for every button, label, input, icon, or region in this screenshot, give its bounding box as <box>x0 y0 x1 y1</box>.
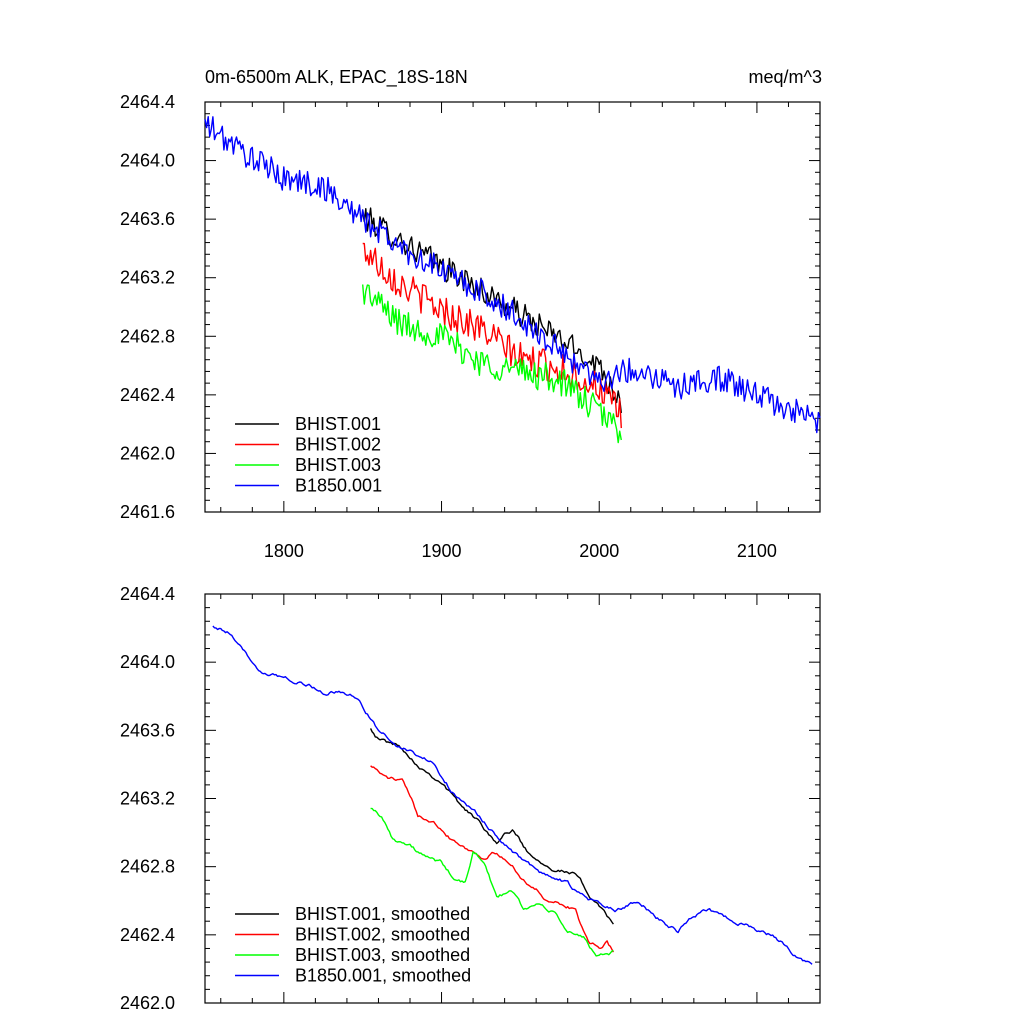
chart-title: 0m-6500m ALK, EPAC_18S-18N <box>205 67 468 88</box>
legend-label: BHIST.001, smoothed <box>295 904 470 924</box>
series-line-bhist-003 <box>362 284 622 444</box>
series-line-bhist-002 <box>362 242 622 429</box>
series-line-b1850-001-smoothed <box>212 625 813 965</box>
top-chart-panel: 0m-6500m ALK, EPAC_18S-18N meq/m^3 1800 1… <box>120 67 822 561</box>
y-tick-label: 2463.2 <box>120 268 175 288</box>
y-tick-label: 2462.0 <box>120 993 175 1013</box>
y-tick-label: 2462.4 <box>120 385 175 405</box>
series-line-bhist-001 <box>362 207 622 414</box>
legend-label: BHIST.002 <box>295 435 381 455</box>
legend-label: B1850.001 <box>295 476 382 496</box>
series-line-bhist-001-smoothed <box>369 728 614 925</box>
x-tick-label: 2000 <box>579 541 619 561</box>
legend-label: BHIST.002, smoothed <box>295 925 470 945</box>
y-tick-label: 2464.0 <box>120 151 175 171</box>
y-tick-label: 2464.4 <box>120 584 175 604</box>
chart-units-label: meq/m^3 <box>749 67 822 87</box>
bottom-chart-panel: 2462.0 2462.4 2462.8 2463.2 2463.6 2464.0 2464… <box>120 584 821 1013</box>
legend-label: BHIST.001 <box>295 414 381 434</box>
legend-label: BHIST.003, smoothed <box>295 945 470 965</box>
x-tick-label: 1800 <box>264 541 304 561</box>
y-tick-label: 2462.8 <box>120 326 175 346</box>
plot-frame <box>204 101 821 513</box>
x-tick-label: 2100 <box>737 541 777 561</box>
y-tick-label: 2464.0 <box>120 652 175 672</box>
y-tick-label: 2462.8 <box>120 857 175 877</box>
y-tick-label: 2464.4 <box>120 92 175 112</box>
x-tick-label: 1900 <box>422 541 462 561</box>
series-line-bhist-003-smoothed <box>370 807 614 957</box>
series-line-b1850-001 <box>204 115 821 434</box>
y-tick-label: 2462.4 <box>120 925 175 945</box>
y-tick-label: 2462.0 <box>120 443 175 463</box>
series-line-bhist-002-smoothed <box>370 765 615 953</box>
legend-label: BHIST.003 <box>295 455 381 475</box>
y-tick-label: 2463.6 <box>120 209 175 229</box>
y-tick-label: 2463.2 <box>120 789 175 809</box>
legend-label: B1850.001, smoothed <box>295 966 471 986</box>
y-tick-label: 2463.6 <box>120 720 175 740</box>
y-tick-label: 2461.6 <box>120 502 175 522</box>
